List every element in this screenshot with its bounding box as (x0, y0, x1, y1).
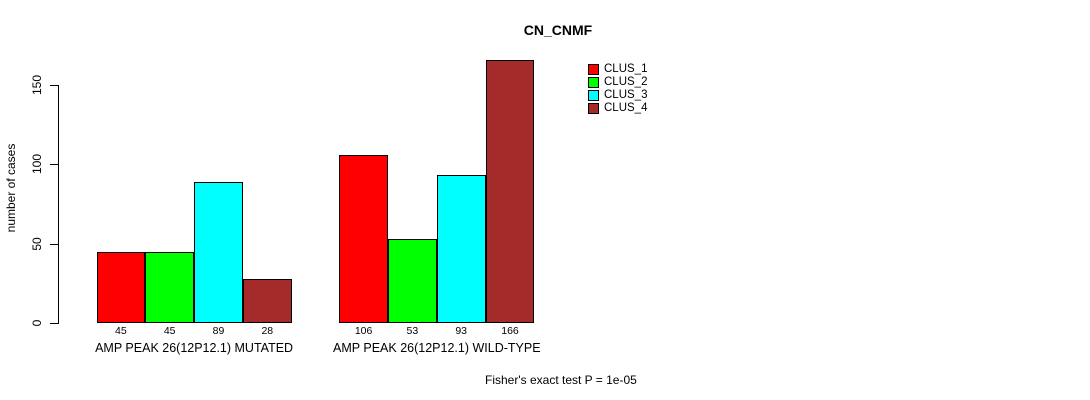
chart-title: CN_CNMF (523, 22, 593, 38)
bar-clus_4-group1 (242, 278, 292, 323)
y-axis-tick-label: 0 (30, 319, 44, 327)
fisher-test-label: Fisher's exact test P = 1e-05 (485, 373, 637, 387)
legend-label: CLUS_3 (604, 89, 648, 101)
bar-value-label: 28 (261, 325, 274, 337)
bar-value-label: 89 (212, 325, 225, 337)
y-axis-tick-label: 150 (30, 74, 44, 96)
y-axis-tick-label: 100 (30, 154, 44, 175)
y-axis-label: number of cases (4, 143, 18, 233)
legend-label: CLUS_4 (604, 102, 648, 114)
bar-clus_1-group2 (339, 154, 388, 323)
y-axis-line (58, 85, 59, 324)
bar-clus_2-group1 (145, 251, 195, 323)
legend-item: CLUS_4 (588, 102, 647, 114)
legend-item: CLUS_2 (588, 76, 647, 88)
category-label: AMP PEAK 26(12P12.1) WILD-TYPE (333, 341, 541, 355)
bar-clus_4-group2 (485, 59, 535, 323)
legend-item: CLUS_1 (588, 63, 647, 75)
bar-clus_2-group2 (388, 238, 437, 323)
y-axis-tick (50, 164, 58, 166)
legend-color-swatch (588, 63, 599, 75)
bar-value-label: 45 (115, 325, 127, 337)
bar-value-label: 45 (163, 325, 176, 337)
y-axis-tick (50, 85, 58, 86)
bar-value-label: 93 (455, 325, 468, 337)
y-axis-tick (50, 243, 58, 245)
legend-color-swatch (588, 102, 599, 114)
bar-value-label: 166 (501, 325, 519, 337)
legend-color-swatch (588, 76, 599, 88)
bar-clus_3-group2 (436, 175, 486, 323)
legend-label: CLUS_1 (604, 63, 648, 75)
bar-clus_1-group1 (96, 251, 146, 323)
category-label: AMP PEAK 26(12P12.1) MUTATED (95, 341, 294, 355)
y-axis-tick-label: 50 (30, 236, 44, 251)
bar-clus_3-group1 (194, 181, 243, 323)
bar-value-label: 53 (406, 325, 419, 337)
legend-color-swatch (588, 89, 599, 101)
bar-value-label: 106 (354, 325, 373, 337)
y-axis-tick (50, 323, 58, 324)
legend-item: CLUS_3 (588, 89, 647, 101)
legend-label: CLUS_2 (604, 76, 648, 88)
